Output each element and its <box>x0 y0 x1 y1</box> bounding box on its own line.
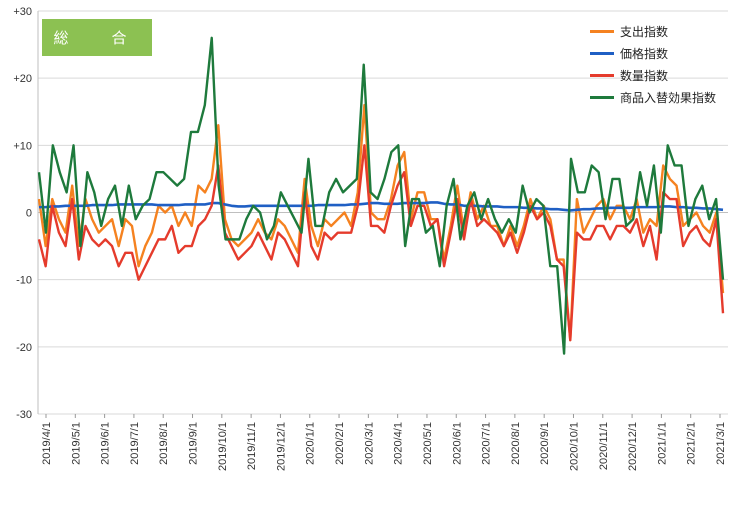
x-tick-label: 2020/4/1 <box>393 422 405 465</box>
legend: 支出指数 価格指数 数量指数 商品入替効果指数 <box>590 20 716 108</box>
legend-label-price: 価格指数 <box>620 46 669 61</box>
x-tick-label: 2019/11/1 <box>246 422 258 470</box>
y-tick-label: +20 <box>13 73 32 85</box>
legend-swatch-replacement <box>590 95 614 99</box>
legend-item-spending: 支出指数 <box>590 20 716 42</box>
legend-label-spending: 支出指数 <box>620 24 669 39</box>
series-line-1 <box>39 201 724 212</box>
y-tick-label: -20 <box>16 342 32 354</box>
y-tick-label: 0 <box>26 208 32 220</box>
x-tick-label: 2020/2/1 <box>334 422 346 465</box>
grid-lines <box>37 10 728 415</box>
y-tick-label: +30 <box>13 6 32 18</box>
x-tick-label: 2021/3/1 <box>715 422 727 465</box>
legend-swatch-price <box>590 51 614 55</box>
x-tick-label: 2020/8/1 <box>510 422 522 465</box>
x-tick-label: 2020/5/1 <box>422 422 434 465</box>
x-tick-label: 2019/6/1 <box>100 422 112 465</box>
x-tick-label: 2019/5/1 <box>70 422 82 465</box>
legend-label-replacement: 商品入替効果指数 <box>620 90 717 105</box>
x-tick-label: 2019/10/1 <box>217 422 229 471</box>
x-axis-ticks: 2019/4/1 2019/5/1 2019/6/1 2019/7/1 2019/8/1… <box>41 414 727 471</box>
y-axis-ticks: +30 +20 +10 0 -10 -20 -30 <box>13 6 32 421</box>
x-tick-label: 2020/10/1 <box>568 422 580 471</box>
series-line-2 <box>37 144 725 342</box>
x-tick-label: 2019/4/1 <box>41 422 53 465</box>
y-tick-label: +10 <box>13 140 32 152</box>
legend-label-quantity: 数量指数 <box>620 68 669 83</box>
x-tick-label: 2020/3/1 <box>363 422 375 465</box>
x-tick-label: 2019/7/1 <box>129 422 141 465</box>
series-lines <box>37 36 725 355</box>
x-tick-label: 2020/9/1 <box>539 422 551 465</box>
x-tick-label: 2020/1/1 <box>305 422 317 465</box>
legend-swatch-quantity <box>590 73 614 77</box>
series-line-0 <box>37 103 725 342</box>
x-tick-label: 2021/2/1 <box>686 422 698 465</box>
x-tick-label: 2019/8/1 <box>158 422 170 465</box>
legend-item-quantity: 数量指数 <box>590 64 716 86</box>
x-tick-label: 2020/7/1 <box>481 422 493 465</box>
x-tick-label: 2019/9/1 <box>188 422 200 465</box>
chart-title-badge: 総 合 <box>42 19 152 56</box>
x-tick-label: 2021/1/1 <box>656 422 668 465</box>
series-line-3 <box>37 36 725 355</box>
x-tick-label: 2020/12/1 <box>627 422 639 471</box>
y-tick-label: -10 <box>16 275 32 287</box>
legend-item-price: 価格指数 <box>590 42 716 64</box>
x-tick-label: 2019/12/1 <box>275 422 287 471</box>
legend-item-replacement: 商品入替効果指数 <box>590 86 716 108</box>
x-tick-label: 2020/6/1 <box>451 422 463 465</box>
legend-swatch-spending <box>590 29 614 33</box>
y-tick-label: -30 <box>16 409 32 421</box>
x-tick-label: 2020/11/1 <box>598 422 610 470</box>
